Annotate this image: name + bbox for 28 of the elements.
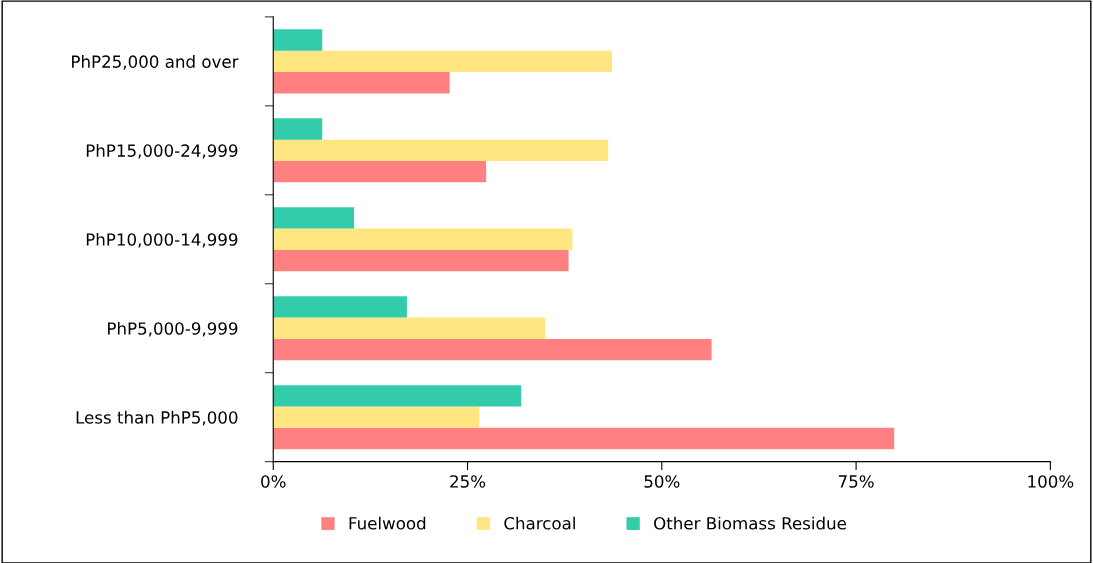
bar bbox=[273, 317, 546, 339]
y-tick-label: PhP5,000-9,999 bbox=[108, 321, 238, 337]
bar bbox=[273, 29, 323, 51]
x-tick-label: 25% bbox=[450, 475, 486, 488]
bar bbox=[273, 228, 573, 250]
bar bbox=[273, 50, 613, 73]
x-tick-label: 50% bbox=[644, 475, 680, 488]
bar bbox=[273, 118, 323, 140]
bar bbox=[273, 249, 569, 272]
bar bbox=[273, 296, 407, 318]
legend-label: Fuelwood bbox=[349, 516, 426, 530]
y-tick-label: Less than PhP5,000 bbox=[76, 410, 238, 426]
y-tick-label: PhP10,000-14,999 bbox=[86, 232, 238, 248]
bar bbox=[273, 427, 895, 450]
y-tick-label: PhP25,000 and over bbox=[72, 55, 239, 70]
bar bbox=[273, 139, 609, 161]
bar bbox=[273, 338, 712, 361]
x-tick-label: 0% bbox=[261, 475, 286, 488]
y-tick-label: PhP15,000-24,999 bbox=[86, 143, 238, 159]
bar bbox=[273, 406, 480, 428]
bar bbox=[273, 385, 522, 407]
legend-label: Charcoal bbox=[504, 516, 575, 530]
bar bbox=[273, 72, 450, 94]
bar bbox=[273, 161, 487, 183]
x-tick-label: 100% bbox=[1028, 475, 1074, 488]
x-tick-label: 75% bbox=[838, 475, 874, 488]
legend-label: Other Biomass Residue bbox=[654, 516, 847, 530]
bar bbox=[273, 207, 355, 229]
